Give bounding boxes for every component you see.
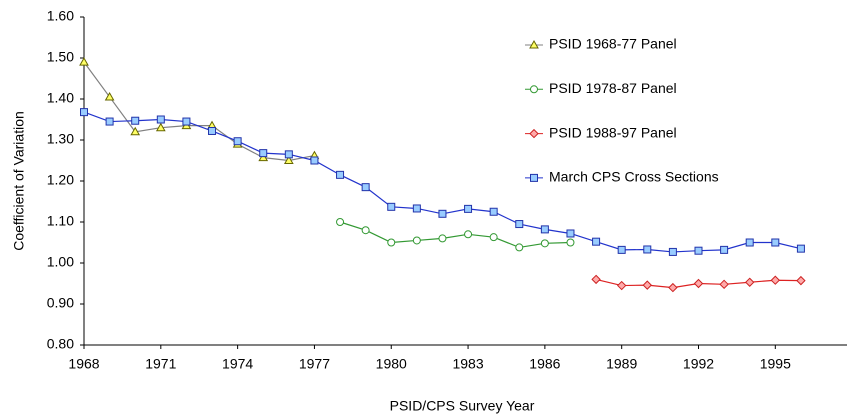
marker [720, 245, 729, 254]
legend-label: PSID 1988-97 Panel [549, 124, 677, 140]
marker [336, 170, 345, 179]
marker [105, 117, 114, 126]
marker [489, 207, 498, 216]
marker [130, 126, 141, 136]
y-tick-label: 1.10 [47, 213, 74, 229]
legend-marker [530, 85, 538, 94]
y-axis-label: Coefficient of Variation [11, 111, 27, 251]
marker [515, 220, 524, 229]
marker [233, 137, 242, 146]
marker [182, 117, 191, 126]
x-tick-label: 1968 [68, 356, 99, 372]
marker [438, 209, 447, 218]
x-tick-label: 1971 [145, 356, 176, 372]
marker [412, 204, 421, 213]
marker [745, 238, 754, 247]
marker [361, 226, 370, 235]
marker [310, 156, 319, 165]
marker [616, 280, 627, 291]
marker [336, 218, 345, 226]
marker [156, 115, 165, 124]
legend-label: March CPS Cross Sections [549, 169, 719, 185]
marker [208, 126, 217, 135]
marker [693, 278, 704, 289]
y-tick-label: 0.90 [47, 295, 74, 311]
legend-label: PSID 1978-87 Panel [549, 80, 677, 96]
marker [412, 236, 421, 245]
marker [540, 225, 549, 234]
marker [283, 155, 294, 164]
marker [79, 57, 89, 66]
marker [566, 238, 575, 247]
marker [694, 246, 703, 255]
marker [361, 183, 370, 192]
marker [258, 152, 269, 162]
marker [591, 274, 601, 285]
legend-marker [529, 128, 539, 139]
series-line [83, 61, 315, 162]
x-tick-label: 1992 [683, 356, 714, 372]
marker [387, 202, 396, 211]
marker [668, 247, 677, 256]
legend-label: PSID 1968-77 Panel [549, 36, 677, 52]
x-tick-label: 1995 [760, 356, 791, 372]
y-tick-label: 1.00 [47, 254, 74, 270]
series-line [339, 221, 571, 249]
marker [155, 122, 166, 132]
x-tick-label: 1980 [376, 356, 407, 372]
x-tick-label: 1974 [222, 356, 253, 372]
marker [515, 243, 524, 252]
marker [744, 277, 755, 287]
marker [489, 233, 498, 242]
marker [80, 108, 88, 117]
y-tick-label: 1.40 [47, 90, 74, 106]
marker [464, 230, 473, 239]
marker [387, 238, 396, 247]
marker [770, 275, 781, 285]
marker [642, 280, 652, 290]
marker [131, 116, 140, 125]
marker [259, 149, 268, 158]
y-tick-label: 1.60 [47, 8, 74, 24]
marker [771, 238, 780, 247]
marker [796, 275, 806, 286]
y-tick-label: 1.30 [47, 131, 74, 147]
y-tick-label: 0.80 [47, 336, 74, 352]
marker [617, 245, 626, 254]
marker [284, 150, 293, 159]
marker [719, 279, 729, 290]
marker [438, 234, 447, 243]
marker [796, 244, 805, 253]
x-tick-label: 1983 [452, 356, 483, 372]
legend-marker [530, 173, 538, 182]
marker [668, 282, 678, 293]
marker [566, 229, 575, 238]
x-tick-label: 1986 [529, 356, 560, 372]
x-tick-label: 1977 [299, 356, 330, 372]
x-tick-label: 1989 [606, 356, 637, 372]
x-axis-label: PSID/CPS Survey Year [390, 398, 535, 414]
y-tick-label: 1.20 [47, 172, 74, 188]
marker [643, 245, 652, 254]
legend-marker [529, 39, 539, 49]
marker [464, 204, 473, 213]
marker [104, 91, 115, 101]
marker [540, 239, 549, 248]
y-tick-label: 1.50 [47, 49, 74, 65]
marker [592, 237, 601, 246]
